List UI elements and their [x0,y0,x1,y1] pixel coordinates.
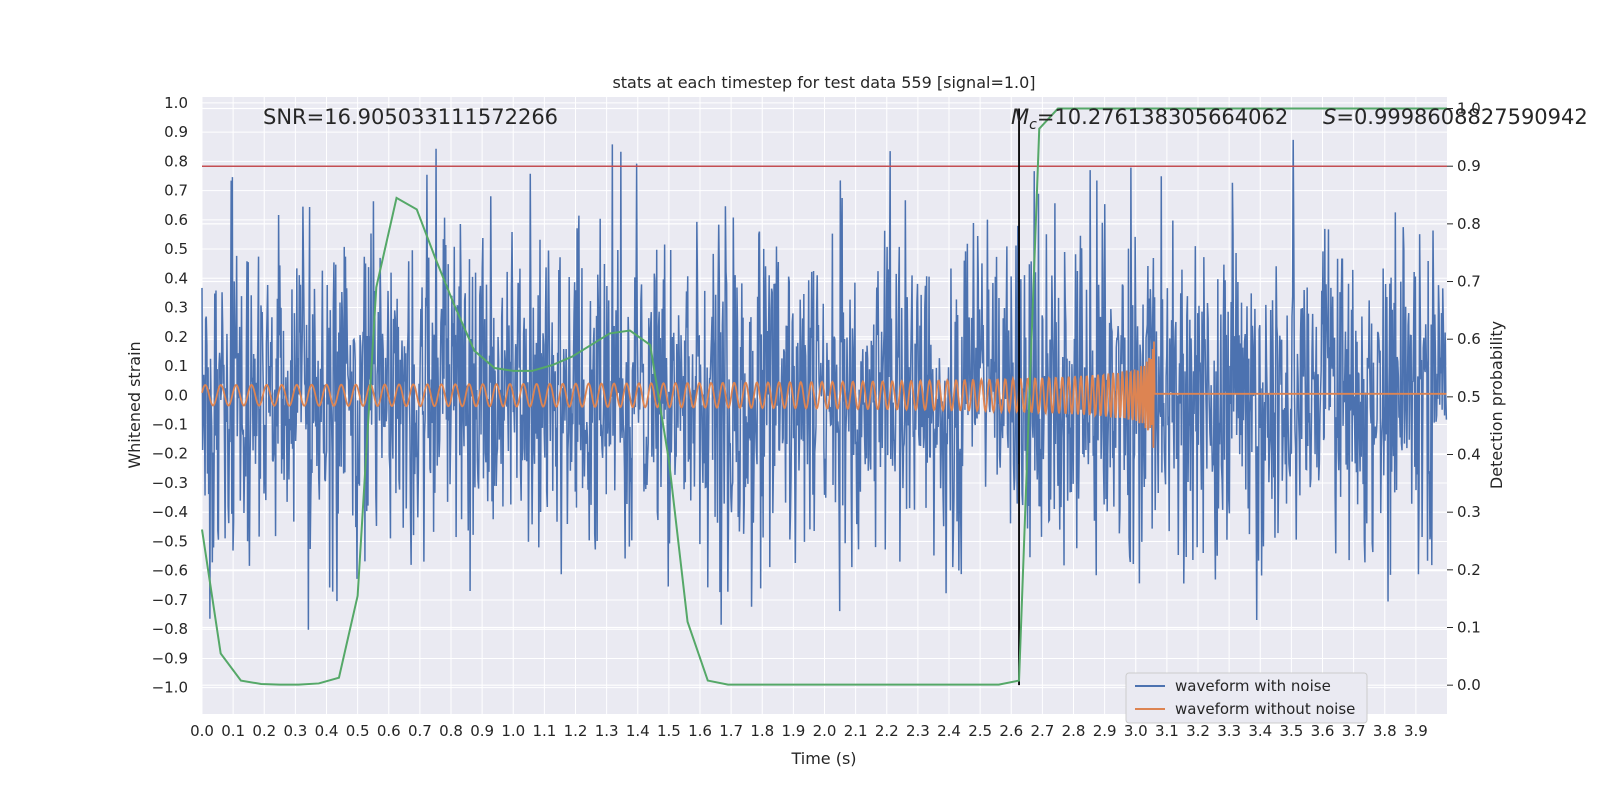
y-tick-label: −0.5 [152,532,188,550]
x-tick-label: 1.0 [501,722,525,740]
legend: waveform with noise waveform without noi… [1125,672,1368,724]
x-tick-label: 0.2 [252,722,276,740]
legend-box [1125,672,1368,724]
series-waveform-without-noise [201,341,1447,448]
x-tick-label: 2.3 [906,722,930,740]
y-tick-label: 0.8 [164,152,188,170]
y-tick-label: −0.6 [152,562,188,580]
chirp-mass-annotation: Mc=10.276138305664062 [1011,105,1288,133]
y2-tick-label: 0.5 [1457,388,1481,406]
x-tick-label: 1.6 [688,722,712,740]
y-axis-ticks: 1.0 0.9 0.8 0.7 0.6 0.5 0.4 0.3 0.2 0.1 0.0 −0.1 −0.… [152,94,188,697]
y2-tick-label: 0.1 [1457,619,1481,637]
x-tick-label: 2.1 [844,722,868,740]
y-tick-label: −0.4 [152,503,188,521]
x-tick-label: 3.5 [1279,722,1303,740]
y2-tick-label: 0.6 [1457,330,1481,348]
y-tick-label: 0.2 [164,328,188,346]
y-tick-label: 0.6 [164,211,188,229]
x-tick-label: 1.7 [719,722,743,740]
x-tick-label: 3.3 [1217,722,1241,740]
y-tick-label: 0.1 [164,357,188,375]
y2-axis-ticks: 1.0 0.9 0.8 0.7 0.6 0.5 0.4 0.3 0.2 0.1 0.0 [1447,100,1481,694]
y2-tick-label: 0.4 [1457,446,1481,464]
y2-tick-label: 1.0 [1457,100,1481,118]
x-tick-label: 0.9 [470,722,494,740]
chirp-mass-value: =10.276138305664062 [1037,105,1288,129]
y-tick-label: 0.5 [164,240,188,258]
x-tick-label: 1.4 [626,722,650,740]
x-axis-ticks: 0.0 0.1 0.2 0.3 0.4 0.5 0.6 0.7 0.8 0.9 1.0 1.1 1.2 1… [190,722,1428,740]
y-tick-label: −0.1 [152,416,188,434]
score-annotation: S=0.9998608827590942 [1323,105,1588,129]
chart-title: stats at each timestep for test data 559… [612,73,1035,92]
x-tick-label: 0.5 [346,722,370,740]
x-tick-label: 3.0 [1124,722,1148,740]
x-tick-label: 0.4 [315,722,339,740]
x-tick-label: 0.7 [408,722,432,740]
x-tick-label: 3.6 [1311,722,1335,740]
x-tick-label: 3.4 [1248,722,1272,740]
x-tick-label: 0.6 [377,722,401,740]
x-tick-label: 2.9 [1093,722,1117,740]
y-tick-label: −0.9 [152,649,188,667]
x-tick-label: 3.9 [1404,722,1428,740]
x-tick-label: 2.2 [875,722,899,740]
y-tick-label: −1.0 [152,679,188,697]
x-tick-label: 2.4 [937,722,961,740]
x-tick-label: 2.7 [1030,722,1054,740]
y2-tick-label: 0.3 [1457,503,1481,521]
y-tick-label: 0.3 [164,299,188,317]
x-tick-label: 1.9 [781,722,805,740]
y-tick-label: 1.0 [164,94,188,112]
chirp-mass-symbol: M [1011,105,1029,129]
x-tick-label: 0.0 [190,722,214,740]
legend-label-noisy: waveform with noise [1175,677,1331,695]
x-tick-label: 2.8 [1062,722,1086,740]
x-tick-label: 0.1 [221,722,245,740]
y-tick-label: −0.3 [152,474,188,492]
y-tick-label: −0.2 [152,445,188,463]
y2-axis-label: Detection probability [1487,321,1506,489]
series-detection-probability [201,107,1447,686]
y2-tick-label: 0.0 [1457,676,1481,694]
x-tick-label: 0.8 [439,722,463,740]
y-tick-label: 0.0 [164,386,188,404]
x-tick-label: 2.5 [968,722,992,740]
detection-probability-line [201,107,1447,686]
score-symbol: S [1323,105,1336,129]
x-tick-label: 3.8 [1373,722,1397,740]
x-tick-label: 1.3 [595,722,619,740]
x-tick-label: 1.1 [532,722,556,740]
y2-tick-label: 0.9 [1457,157,1481,175]
x-tick-label: 2.0 [813,722,837,740]
x-tick-label: 3.7 [1342,722,1366,740]
snr-annotation: SNR=16.905033111572266 [263,105,558,129]
x-tick-label: 1.5 [657,722,681,740]
x-tick-label: 1.2 [564,722,588,740]
y-tick-label: −0.8 [152,620,188,638]
chirp-mass-subscript: c [1029,117,1037,133]
y2-tick-label: 0.8 [1457,215,1481,233]
x-tick-label: 3.2 [1186,722,1210,740]
x-tick-label: 0.3 [283,722,307,740]
y-tick-label: 0.9 [164,123,188,141]
y2-tick-label: 0.7 [1457,273,1481,291]
y-tick-label: 0.7 [164,182,188,200]
score-value: =0.9998608827590942 [1336,105,1587,129]
y-tick-label: −0.7 [152,591,188,609]
clean-waveform-line [201,341,1447,448]
y-axis-label: Whitened strain [125,341,144,468]
x-tick-label: 2.6 [999,722,1023,740]
x-axis-label: Time (s) [790,749,856,768]
x-tick-label: 3.1 [1155,722,1179,740]
y2-tick-label: 0.2 [1457,561,1481,579]
legend-label-clean: waveform without noise [1175,700,1355,718]
y-tick-label: 0.4 [164,269,188,287]
x-tick-label: 1.8 [750,722,774,740]
